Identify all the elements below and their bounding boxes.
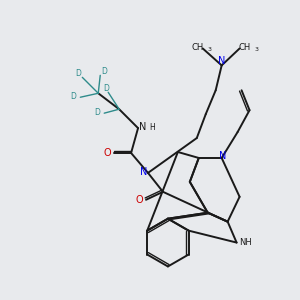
Text: D: D [94, 108, 100, 117]
Text: CH: CH [192, 43, 204, 52]
Text: N: N [139, 122, 147, 132]
Text: D: D [101, 67, 107, 76]
Text: D: D [70, 92, 76, 101]
Text: O: O [103, 148, 111, 158]
Text: O: O [135, 195, 143, 205]
Text: NH: NH [239, 238, 252, 247]
Text: N: N [140, 167, 148, 177]
Text: N: N [219, 151, 226, 161]
Text: 3: 3 [254, 47, 259, 52]
Text: D: D [75, 69, 81, 78]
Text: H: H [149, 123, 155, 132]
Text: 3: 3 [208, 47, 212, 52]
Text: CH: CH [238, 43, 251, 52]
Text: N: N [218, 56, 225, 66]
Text: D: D [103, 84, 109, 93]
